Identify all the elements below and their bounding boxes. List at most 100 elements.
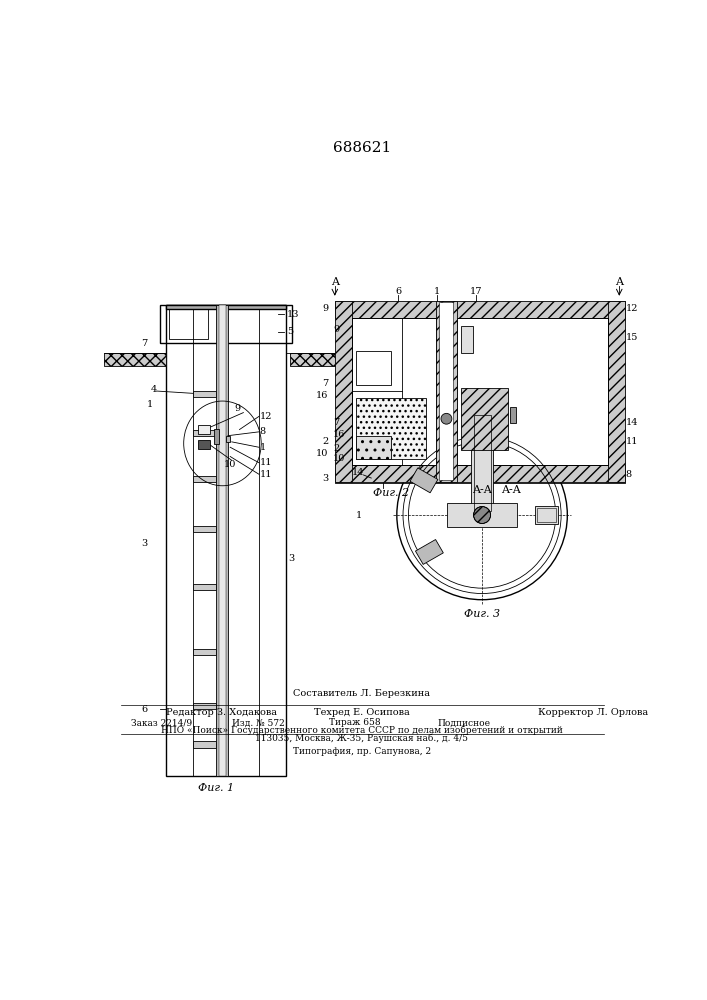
Bar [356, 436, 391, 459]
Bar [510, 407, 516, 423]
Text: Типография, пр. Сапунова, 2: Типография, пр. Сапунова, 2 [293, 747, 431, 756]
Bar [216, 305, 228, 776]
Text: 8: 8 [626, 470, 631, 479]
Text: НПО «Поиск» Государственного комитета СССР по делам изобретений и открытий: НПО «Поиск» Государственного комитета СС… [161, 726, 563, 735]
Text: 17: 17 [469, 287, 482, 296]
Text: 10: 10 [224, 460, 236, 469]
Text: 14: 14 [626, 418, 638, 427]
Bar [461, 326, 473, 353]
Text: Изд. № 572: Изд. № 572 [232, 718, 284, 727]
Text: A: A [331, 277, 339, 287]
Circle shape [397, 430, 567, 600]
Bar [160, 305, 292, 343]
Bar [193, 430, 216, 436]
Text: Тираж 658: Тираж 658 [329, 718, 380, 727]
Text: 11: 11 [259, 470, 272, 479]
Bar [335, 301, 625, 318]
Text: Фиг. 3: Фиг. 3 [464, 609, 500, 619]
Bar [474, 415, 491, 511]
Bar [436, 301, 457, 482]
Bar [193, 526, 216, 532]
Text: Подписное: Подписное [437, 718, 490, 727]
Circle shape [441, 413, 452, 424]
Text: 7: 7 [141, 339, 147, 348]
Text: A-A: A-A [501, 485, 520, 495]
Bar [166, 305, 286, 776]
Text: 14: 14 [352, 468, 364, 477]
Bar [335, 465, 625, 482]
Text: 15: 15 [626, 333, 638, 342]
Circle shape [474, 507, 491, 523]
Text: Фиг. 2: Фиг. 2 [373, 488, 409, 498]
Text: 12: 12 [626, 304, 638, 313]
Bar [193, 649, 216, 655]
Bar [440, 302, 453, 480]
Text: 13: 13 [287, 310, 299, 319]
Text: 7: 7 [322, 379, 329, 388]
Text: 11: 11 [626, 437, 638, 446]
Bar [352, 318, 436, 465]
Bar [166, 305, 286, 309]
Bar [218, 305, 226, 776]
Text: 2: 2 [322, 437, 329, 446]
Bar [607, 301, 625, 482]
Text: 4: 4 [151, 385, 157, 394]
Text: 9: 9 [322, 304, 329, 313]
Bar [356, 398, 426, 459]
Bar [352, 318, 607, 465]
Text: 10: 10 [316, 449, 329, 458]
Bar [226, 436, 230, 442]
Text: 2: 2 [333, 444, 339, 453]
Bar [169, 309, 208, 339]
Bar [193, 391, 216, 397]
Text: 3: 3 [322, 474, 329, 483]
Text: 6: 6 [395, 287, 402, 296]
Bar [416, 540, 443, 564]
Text: 16: 16 [333, 430, 346, 439]
Text: Фиг. 1: Фиг. 1 [198, 783, 234, 793]
Text: 8: 8 [259, 427, 266, 436]
Text: 6: 6 [141, 705, 147, 714]
Bar [193, 741, 216, 748]
Text: 16: 16 [316, 391, 329, 400]
Text: 5: 5 [287, 327, 293, 336]
Bar [537, 508, 556, 522]
Bar [214, 429, 218, 444]
Text: 688621: 688621 [333, 141, 391, 155]
Bar [193, 703, 216, 709]
Text: 3: 3 [141, 539, 147, 548]
Bar [193, 584, 216, 590]
Bar [461, 388, 508, 450]
Text: 9: 9 [234, 404, 240, 413]
Bar [356, 351, 391, 385]
Bar [198, 425, 210, 434]
Bar [472, 415, 493, 523]
Bar [448, 503, 517, 527]
Bar [534, 506, 558, 524]
Bar [335, 301, 352, 482]
Bar [410, 468, 438, 493]
Text: 10: 10 [333, 454, 346, 463]
Text: Техред Е. Осипова: Техред Е. Осипова [314, 708, 410, 717]
Bar [457, 318, 607, 465]
Text: Редактор З. Ходакова: Редактор З. Ходакова [166, 708, 277, 717]
Text: A-A: A-A [472, 485, 492, 495]
Text: A: A [615, 277, 624, 287]
Text: 1: 1 [259, 443, 266, 452]
Text: 1: 1 [146, 400, 153, 409]
Text: 113035, Москва, Ж-35, Раушская наб., д. 4/5: 113035, Москва, Ж-35, Раушская наб., д. … [255, 734, 469, 743]
Text: Заказ 2214/9: Заказ 2214/9 [131, 718, 192, 727]
Text: 3: 3 [288, 554, 295, 563]
Text: 7: 7 [333, 418, 339, 427]
Bar [104, 353, 166, 366]
Text: 9: 9 [333, 325, 339, 334]
Bar [290, 353, 344, 366]
Text: 1: 1 [434, 287, 440, 296]
Bar [198, 440, 210, 449]
Bar [193, 476, 216, 482]
Text: 12: 12 [259, 412, 272, 421]
Text: Корректор Л. Орлова: Корректор Л. Орлова [538, 708, 648, 717]
Text: 1: 1 [356, 511, 362, 520]
Text: 11: 11 [259, 458, 272, 467]
Text: Составитель Л. Березкина: Составитель Л. Березкина [293, 689, 431, 698]
